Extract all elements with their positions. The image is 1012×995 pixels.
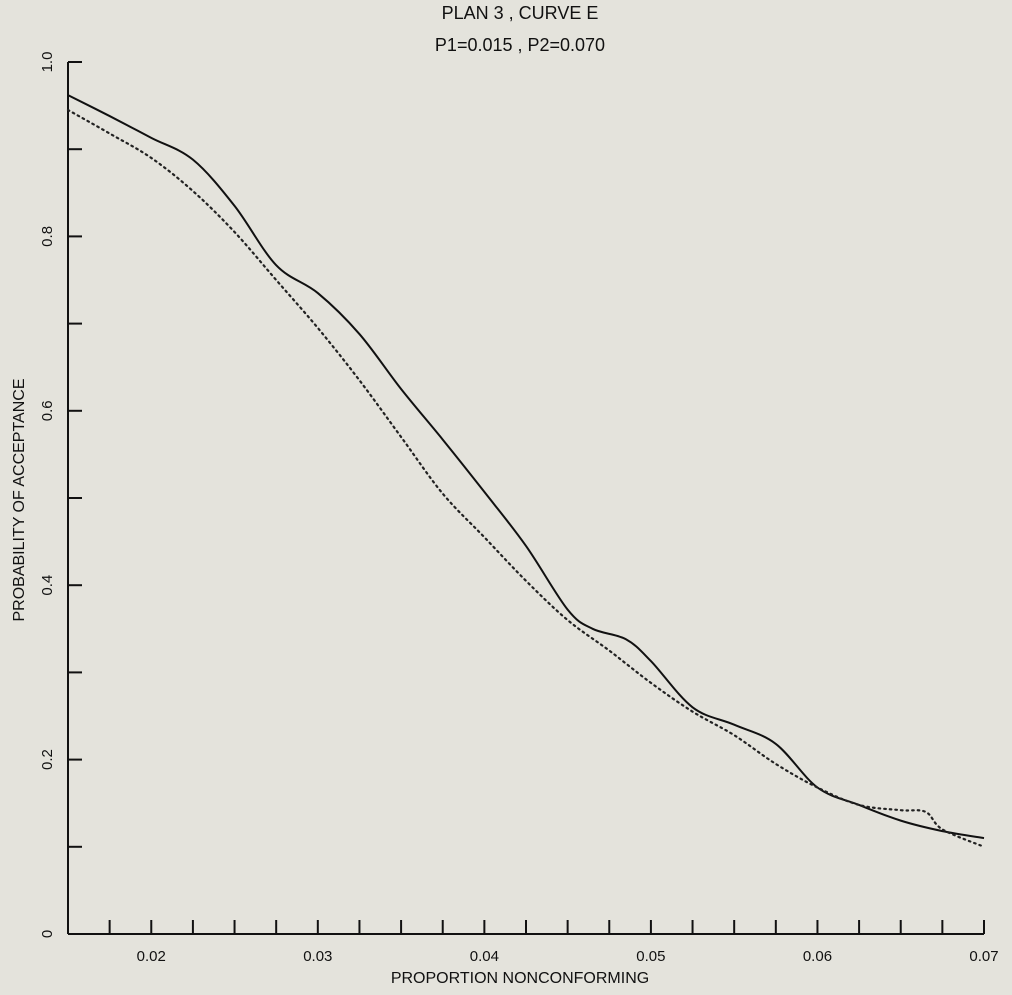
y-axis-title: PROBABILITY OF ACCEPTANCE <box>11 378 28 621</box>
x-tick-label: 0.07 <box>969 948 998 965</box>
solid-series-line <box>67 94 985 840</box>
x-tick-label: 0.03 <box>303 948 332 965</box>
x-ticks: 0.02 0.03 0.04 0.05 0.06 0.07 <box>67 920 999 965</box>
x-tick-label: 0.02 <box>137 948 166 965</box>
y-tick-label: 0.6 <box>39 400 56 421</box>
y-tick-label: 0.8 <box>39 226 56 247</box>
x-tick-label: 0.06 <box>803 948 832 965</box>
dotted-series-line <box>66 108 986 848</box>
chart-subtitle: P1=0.015 , P2=0.070 <box>435 35 605 55</box>
y-tick-label: 1.0 <box>39 52 56 73</box>
x-tick-label: 0.04 <box>470 948 499 965</box>
x-axis-title: PROPORTION NONCONFORMING <box>391 970 649 987</box>
y-tick-label: 0.2 <box>39 749 56 770</box>
axes <box>67 62 984 935</box>
chart-title: PLAN 3 , CURVE E <box>442 3 599 23</box>
series-layer <box>66 94 986 848</box>
y-ticks: 0 0.2 0.4 0.6 0.8 1.0 <box>39 52 82 938</box>
y-tick-label: 0.4 <box>39 575 56 596</box>
y-tick-label: 0 <box>39 930 56 938</box>
x-tick-label: 0.05 <box>636 948 665 965</box>
